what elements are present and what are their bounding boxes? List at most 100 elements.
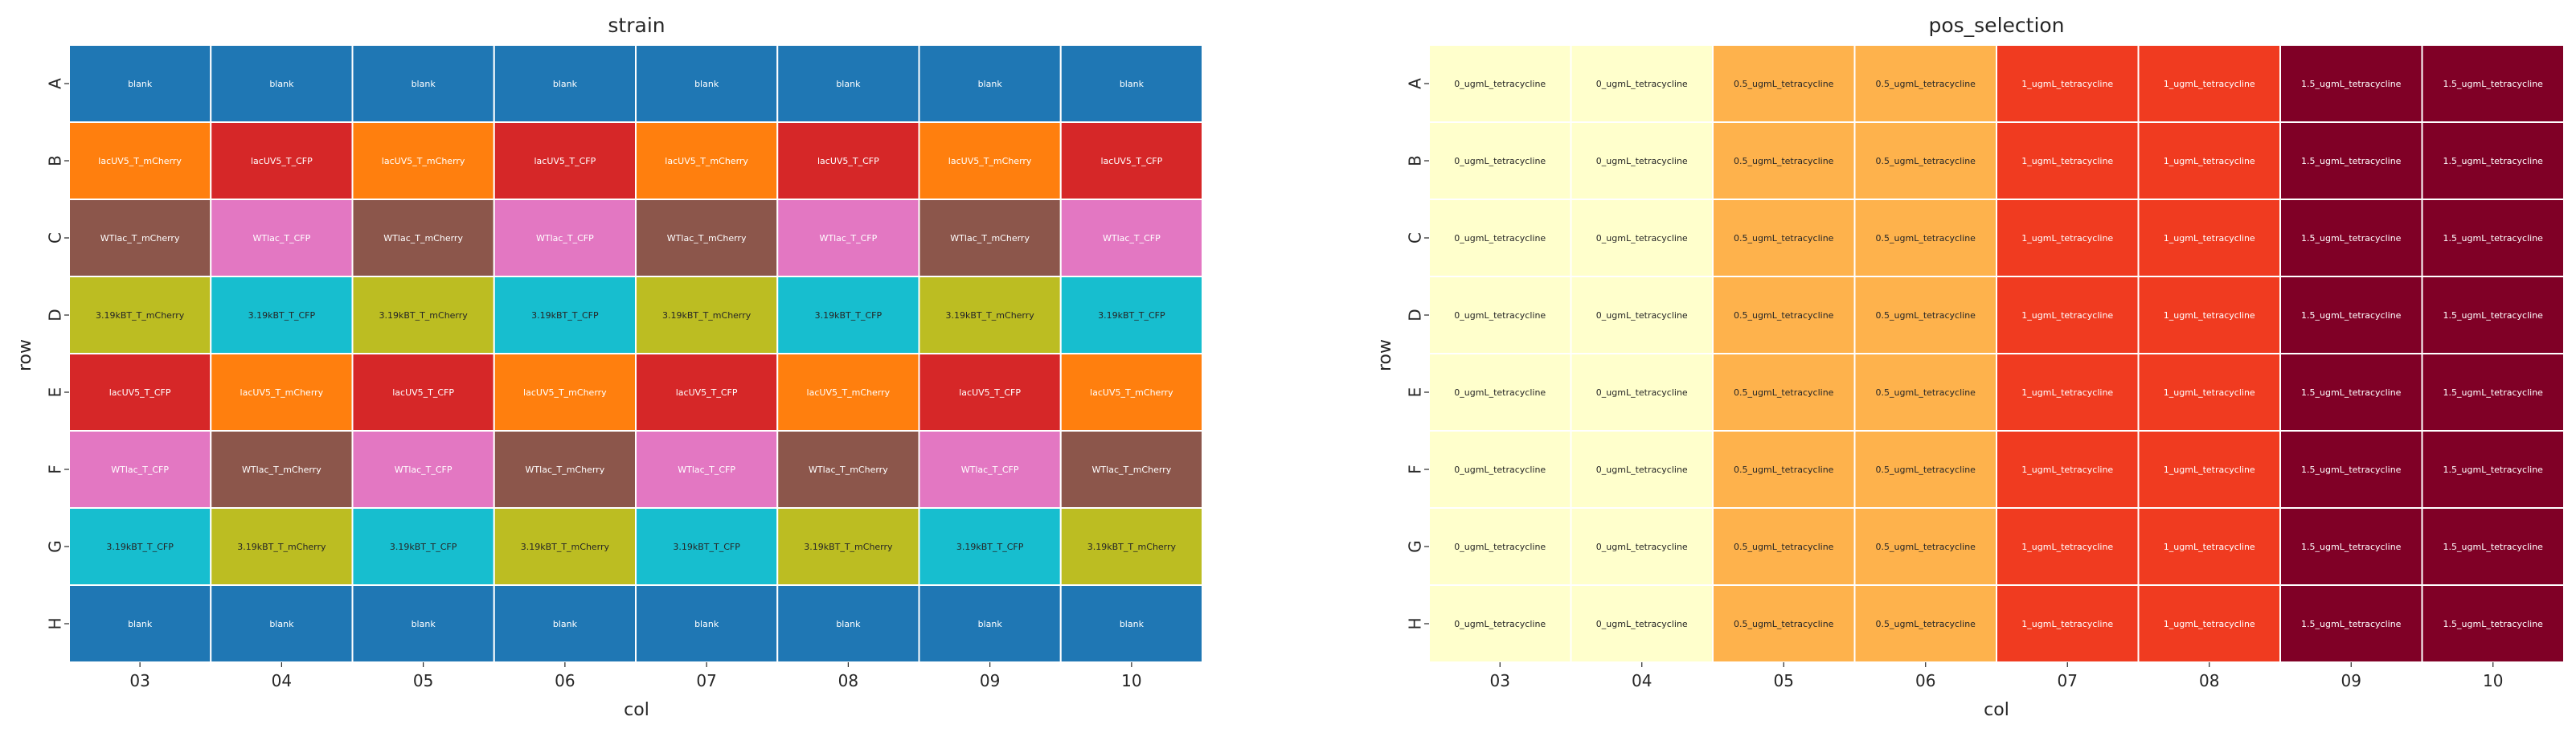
cell-label-b08: lacUV5_T_CFP bbox=[817, 156, 879, 166]
heatmap-cell-d05 bbox=[1712, 276, 1856, 354]
cell-label-a06: 0.5_ugmL_tetracycline bbox=[1876, 79, 1976, 89]
cell-label-h08: 1_ugmL_tetracycline bbox=[2164, 619, 2255, 629]
cell-label-e08: 1_ugmL_tetracycline bbox=[2164, 387, 2255, 398]
heatmap-cell-c10 bbox=[2421, 199, 2565, 277]
heatmap-cell-c10 bbox=[1059, 199, 1203, 277]
cell-label-d08: 1_ugmL_tetracycline bbox=[2164, 310, 2255, 321]
cell-label-c09: 1.5_ugmL_tetracycline bbox=[2301, 233, 2402, 244]
cell-label-h05: 0.5_ugmL_tetracycline bbox=[1734, 619, 1834, 629]
heatmap-cell-d03 bbox=[1428, 276, 1572, 354]
x-tick-labels: 03 04 05 06 07 08 09 10 bbox=[129, 662, 1142, 690]
cell-label-c03: WTlac_T_mCherry bbox=[100, 233, 180, 244]
cell-label-d07: 3.19kBT_T_mCherry bbox=[662, 310, 752, 321]
chart-title: pos_selection bbox=[1928, 14, 2064, 37]
x-tick-labels: 03 04 05 06 07 08 09 10 bbox=[1490, 662, 2503, 690]
heatmap-cell-e06 bbox=[1853, 353, 1997, 432]
heatmap-cell-g04 bbox=[210, 507, 354, 586]
heatmap-cell-e10 bbox=[1059, 353, 1203, 432]
cell-label-g03: 3.19kBT_T_CFP bbox=[106, 542, 174, 552]
cell-label-e06: 0.5_ugmL_tetracycline bbox=[1876, 387, 1976, 398]
x-tick-label: 06 bbox=[1915, 671, 1935, 690]
heatmap-cell-e05 bbox=[1712, 353, 1856, 432]
heatmap-cell-g04 bbox=[1570, 507, 1714, 586]
heatmap-cell-b10 bbox=[1059, 121, 1203, 200]
cell-label-e10: lacUV5_T_mCherry bbox=[1090, 387, 1173, 398]
heatmap-cell-f04 bbox=[210, 430, 354, 509]
heatmap-cell-a07 bbox=[1996, 44, 2140, 123]
cell-label-a06: blank bbox=[553, 79, 578, 89]
heatmap-cell-g08 bbox=[2137, 507, 2281, 586]
heatmap-cell-h08 bbox=[2137, 584, 2281, 663]
cell-label-g07: 3.19kBT_T_CFP bbox=[673, 542, 740, 552]
heatmap-cell-c06 bbox=[1853, 199, 1997, 277]
cell-label-e07: lacUV5_T_CFP bbox=[676, 387, 738, 398]
heatmap-cell-g06 bbox=[1853, 507, 1997, 586]
cell-label-d05: 3.19kBT_T_mCherry bbox=[379, 310, 468, 321]
cell-label-c10: 1.5_ugmL_tetracycline bbox=[2443, 233, 2544, 244]
heatmap-cell-c08 bbox=[776, 199, 920, 277]
cell-label-a04: 0_ugmL_tetracycline bbox=[1596, 79, 1688, 89]
y-tick-label: C bbox=[1406, 232, 1425, 244]
heatmap-cell-e07 bbox=[635, 353, 779, 432]
heatmap-cell-h03 bbox=[1428, 584, 1572, 663]
heatmap-cell-d06 bbox=[493, 276, 637, 354]
heatmap-cell-h05 bbox=[1712, 584, 1856, 663]
cell-label-g09: 1.5_ugmL_tetracycline bbox=[2301, 542, 2402, 552]
cell-label-a07: blank bbox=[694, 79, 719, 89]
y-tick-label: G bbox=[46, 540, 65, 553]
cell-label-a03: blank bbox=[128, 79, 153, 89]
heatmap-cell-c08 bbox=[2137, 199, 2281, 277]
heatmap-cell-b07 bbox=[1996, 121, 2140, 200]
heatmap-cell-f05 bbox=[351, 430, 495, 509]
strain-heatmap-panel: strain col row blank blank blank blank blank… bbox=[15, 14, 1203, 720]
cell-label-b03: 0_ugmL_tetracycline bbox=[1454, 156, 1546, 166]
x-tick-label: 07 bbox=[2058, 671, 2078, 690]
heatmap-cell-f06 bbox=[1853, 430, 1997, 509]
heatmap-cell-a04 bbox=[210, 44, 354, 123]
cell-label-b06: lacUV5_T_CFP bbox=[534, 156, 596, 166]
cell-label-a04: blank bbox=[269, 79, 294, 89]
heatmap-cell-d10 bbox=[2421, 276, 2565, 354]
cell-label-g06: 0.5_ugmL_tetracycline bbox=[1876, 542, 1976, 552]
heatmap-cell-a04 bbox=[1570, 44, 1714, 123]
heatmap-cell-c04 bbox=[1570, 199, 1714, 277]
heatmap-cell-a03 bbox=[68, 44, 212, 123]
x-tick-label: 04 bbox=[272, 671, 292, 690]
cell-label-b09: lacUV5_T_mCherry bbox=[948, 156, 1032, 166]
cell-label-g08: 1_ugmL_tetracycline bbox=[2164, 542, 2255, 552]
y-tick-label: B bbox=[1406, 155, 1425, 166]
heatmap-cell-f03 bbox=[1428, 430, 1572, 509]
cell-label-b08: 1_ugmL_tetracycline bbox=[2164, 156, 2255, 166]
cell-label-f08: WTlac_T_mCherry bbox=[809, 465, 888, 475]
heatmap-cell-c06 bbox=[493, 199, 637, 277]
cell-label-h08: blank bbox=[836, 619, 861, 629]
cell-label-c09: WTlac_T_mCherry bbox=[950, 233, 1030, 244]
cell-label-c08: 1_ugmL_tetracycline bbox=[2164, 233, 2255, 244]
cell-label-b07: 1_ugmL_tetracycline bbox=[2021, 156, 2113, 166]
cell-labels: blank blank blank blank blank blank blank blank… bbox=[96, 79, 1177, 629]
heatmap-cell-d06 bbox=[1853, 276, 1997, 354]
cell-label-h03: blank bbox=[128, 619, 153, 629]
cell-label-g05: 0.5_ugmL_tetracycline bbox=[1734, 542, 1834, 552]
x-tick-label: 08 bbox=[2199, 671, 2219, 690]
cell-label-f04: 0_ugmL_tetracycline bbox=[1596, 465, 1688, 475]
heatmap-cell-d03 bbox=[68, 276, 212, 354]
heatmap-cell-c05 bbox=[351, 199, 495, 277]
cell-label-b10: 1.5_ugmL_tetracycline bbox=[2443, 156, 2544, 166]
cell-label-h03: 0_ugmL_tetracycline bbox=[1454, 619, 1546, 629]
heatmap-cell-b10 bbox=[2421, 121, 2565, 200]
cell-label-a05: blank bbox=[412, 79, 436, 89]
cell-label-d08: 3.19kBT_T_CFP bbox=[815, 310, 883, 321]
cell-label-c07: 1_ugmL_tetracycline bbox=[2021, 233, 2113, 244]
cell-label-f06: 0.5_ugmL_tetracycline bbox=[1876, 465, 1976, 475]
cell-label-h04: blank bbox=[269, 619, 294, 629]
y-axis-label: row bbox=[15, 339, 35, 371]
heatmap-cell-a06 bbox=[493, 44, 637, 123]
cell-label-d03: 0_ugmL_tetracycline bbox=[1454, 310, 1546, 321]
x-tick-label: 05 bbox=[1774, 671, 1794, 690]
heatmap-cell-a10 bbox=[2421, 44, 2565, 123]
x-tick-label: 09 bbox=[2341, 671, 2361, 690]
cell-label-a09: 1.5_ugmL_tetracycline bbox=[2301, 79, 2402, 89]
heatmap-cell-h07 bbox=[635, 584, 779, 663]
cell-label-b04: lacUV5_T_CFP bbox=[251, 156, 313, 166]
